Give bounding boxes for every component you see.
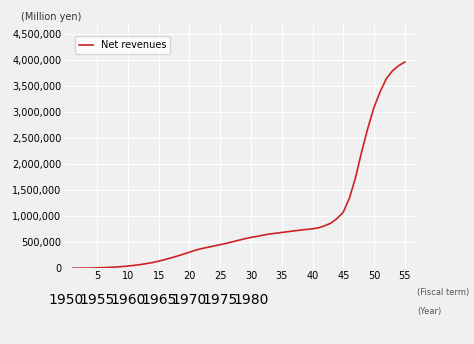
- Net revenues: [402, 60, 408, 64]
- Legend: Net revenues: Net revenues: [75, 36, 170, 54]
- Net revenues: [193, 248, 199, 252]
- Text: (Fiscal term): (Fiscal term): [417, 288, 469, 297]
- Net revenues: [396, 64, 401, 68]
- Line: Net revenues: Net revenues: [73, 62, 405, 268]
- Text: (Million yen): (Million yen): [21, 12, 81, 22]
- Net revenues: [150, 260, 155, 265]
- Net revenues: [70, 266, 75, 270]
- Net revenues: [365, 126, 371, 130]
- Text: (Year): (Year): [417, 308, 441, 316]
- Net revenues: [131, 263, 137, 267]
- Net revenues: [107, 265, 112, 269]
